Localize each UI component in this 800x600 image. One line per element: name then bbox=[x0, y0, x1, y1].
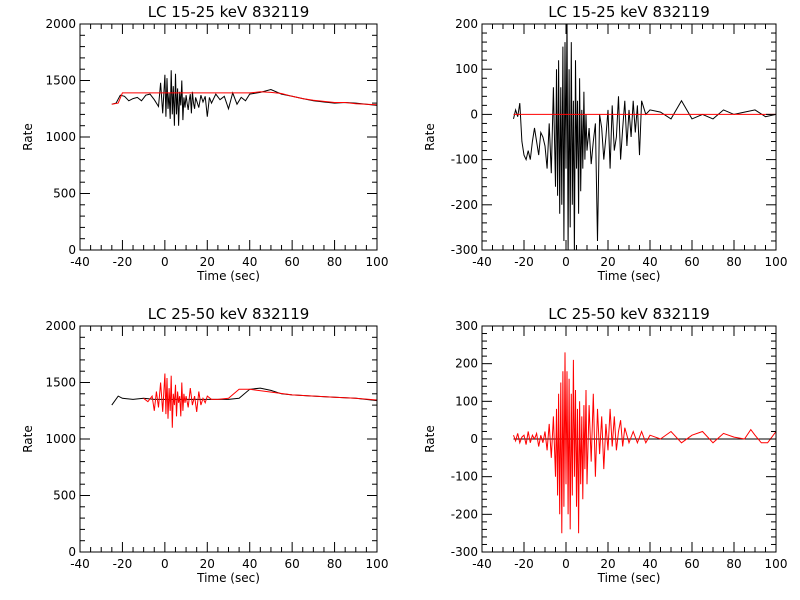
x-tick-label: -20 bbox=[514, 557, 534, 571]
x-tick-label: -40 bbox=[70, 557, 90, 571]
y-tick-label: 300 bbox=[455, 319, 478, 333]
x-axis-label: Time (sec) bbox=[597, 571, 661, 585]
panel-lc-15-25-residual: -40 -20 0 20 40 60 80 100-300-200-1000100200LC … bbox=[423, 3, 787, 283]
x-tick-label: 100 bbox=[765, 557, 788, 571]
y-tick-label: -200 bbox=[451, 198, 478, 212]
y-tick-label: 200 bbox=[455, 17, 478, 31]
y-tick-label: 0 bbox=[470, 107, 478, 121]
x-tick-label: -40 bbox=[472, 255, 492, 269]
x-tick-label: -20 bbox=[113, 557, 133, 571]
series-line-1 bbox=[513, 352, 776, 534]
x-axis-label: Time (sec) bbox=[597, 269, 661, 283]
y-tick-label: 200 bbox=[455, 357, 478, 371]
series-line-0 bbox=[111, 70, 377, 126]
x-tick-label: 100 bbox=[765, 255, 788, 269]
x-axis-label: Time (sec) bbox=[196, 269, 260, 283]
y-tick-label: 0 bbox=[470, 432, 478, 446]
x-tick-label: -40 bbox=[70, 255, 90, 269]
x-tick-label: 40 bbox=[242, 557, 257, 571]
x-tick-label: -20 bbox=[113, 255, 133, 269]
y-tick-label: 100 bbox=[455, 62, 478, 76]
y-tick-label: 0 bbox=[68, 545, 76, 559]
x-tick-label: 60 bbox=[285, 255, 300, 269]
y-tick-label: 1500 bbox=[45, 376, 76, 390]
panel-lc-25-50-residual: -40 -20 0 20 40 60 80 100-300-200-1000100200300… bbox=[423, 305, 787, 585]
x-tick-label: 0 bbox=[562, 557, 570, 571]
y-axis-label: Rate bbox=[423, 123, 437, 151]
x-tick-label: 40 bbox=[642, 557, 657, 571]
x-tick-label: 20 bbox=[600, 255, 615, 269]
x-tick-label: 40 bbox=[242, 255, 257, 269]
x-tick-label: 20 bbox=[600, 557, 615, 571]
x-tick-label: 40 bbox=[642, 255, 657, 269]
y-tick-label: -300 bbox=[451, 545, 478, 559]
x-tick-label: 80 bbox=[726, 557, 741, 571]
x-tick-label: 0 bbox=[161, 557, 169, 571]
x-tick-label: 60 bbox=[684, 255, 699, 269]
x-tick-label: -20 bbox=[514, 255, 534, 269]
y-tick-label: -200 bbox=[451, 507, 478, 521]
x-tick-label: 60 bbox=[285, 557, 300, 571]
chart-title: LC 15-25 keV 832119 bbox=[148, 3, 310, 21]
y-tick-label: 500 bbox=[53, 489, 76, 503]
x-tick-label: 60 bbox=[684, 557, 699, 571]
y-axis-label: Rate bbox=[21, 123, 35, 151]
y-tick-label: 500 bbox=[53, 187, 76, 201]
series-line-1 bbox=[143, 373, 377, 428]
y-tick-label: 100 bbox=[455, 394, 478, 408]
chart-title: LC 25-50 keV 832119 bbox=[548, 305, 710, 323]
x-tick-label: 80 bbox=[327, 255, 342, 269]
x-axis-label: Time (sec) bbox=[196, 571, 260, 585]
y-axis-label: Rate bbox=[423, 425, 437, 453]
y-tick-label: 2000 bbox=[45, 319, 76, 333]
y-tick-label: -100 bbox=[451, 153, 478, 167]
y-tick-label: -100 bbox=[451, 470, 478, 484]
x-tick-label: 0 bbox=[161, 255, 169, 269]
chart-title: LC 25-50 keV 832119 bbox=[148, 305, 310, 323]
x-tick-label: 20 bbox=[200, 255, 215, 269]
series-line-1 bbox=[111, 91, 377, 106]
y-tick-label: 2000 bbox=[45, 17, 76, 31]
y-axis-label: Rate bbox=[21, 425, 35, 453]
x-tick-label: 100 bbox=[366, 255, 389, 269]
x-tick-label: 0 bbox=[562, 255, 570, 269]
y-tick-label: 1000 bbox=[45, 130, 76, 144]
x-tick-label: 80 bbox=[726, 255, 741, 269]
y-tick-label: -300 bbox=[451, 243, 478, 257]
y-tick-label: 1500 bbox=[45, 74, 76, 88]
series-line-0 bbox=[513, 24, 776, 250]
x-tick-label: 80 bbox=[327, 557, 342, 571]
y-tick-label: 0 bbox=[68, 243, 76, 257]
x-tick-label: 20 bbox=[200, 557, 215, 571]
x-tick-label: -40 bbox=[472, 557, 492, 571]
y-tick-label: 1000 bbox=[45, 432, 76, 446]
x-tick-label: 100 bbox=[366, 557, 389, 571]
chart-title: LC 15-25 keV 832119 bbox=[548, 3, 710, 21]
